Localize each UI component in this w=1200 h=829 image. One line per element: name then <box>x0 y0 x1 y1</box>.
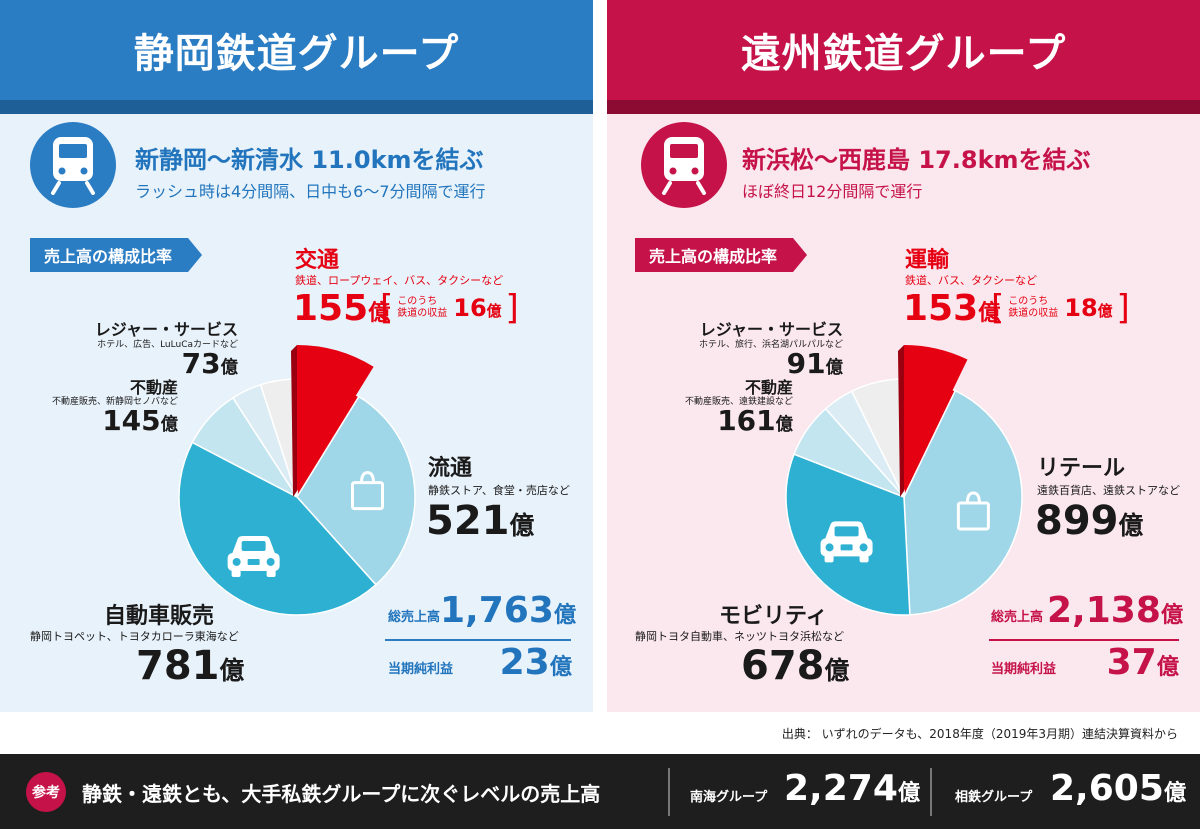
nankai-value: 2,274億 <box>784 768 921 809</box>
segment-name-retail: 流通 <box>428 456 473 481</box>
segment-detail-real-estate: 不動産販売、新静岡セノバなど <box>51 397 178 407</box>
segment-value-auto: 781億 <box>136 643 245 689</box>
totals-divider <box>385 639 571 641</box>
segment-name-auto: モビリティ <box>719 604 828 629</box>
pie-slice-transport-highlight <box>904 345 968 491</box>
bracket-close: ] <box>505 288 519 328</box>
segment-name-retail: リテール <box>1037 456 1126 481</box>
rail-revenue-label: このうち 鉄道の収益 <box>397 295 448 320</box>
group-title: 静岡鉄道グループ <box>0 0 593 100</box>
bracket-close: ] <box>1116 288 1130 328</box>
bracket-open: [ <box>991 288 1005 328</box>
segment-detail-auto: 静岡トヨタ自動車、ネッツトヨタ浜松など <box>635 630 844 643</box>
segment-value-leisure: 73億 <box>181 347 238 380</box>
rail-revenue-value: 18億 <box>1064 294 1113 322</box>
segment-value-transport: 155億 <box>293 288 391 329</box>
segment-detail-retail: 静鉄ストア、食堂・売店など <box>428 484 570 497</box>
ratio-tag: 売上高の構成比率 <box>635 238 807 272</box>
net-profit-value: 23億 <box>499 642 572 683</box>
net-profit-label: 当期純利益 <box>991 662 1057 677</box>
reference-badge: 参考 <box>26 772 66 812</box>
segment-name-transport: 運輸 <box>905 248 950 273</box>
total-sales-label: 総売上高 <box>991 610 1044 625</box>
segment-name-real-estate: 不動産 <box>744 378 793 397</box>
shopping-bag-icon <box>351 471 385 511</box>
segment-detail-leisure: ホテル、広告、LuLuCaカードなど <box>97 340 238 350</box>
segment-detail-leisure: ホテル、旅行、浜名湖パルパルなど <box>698 340 843 350</box>
pie-slice-transport-highlight <box>297 345 374 491</box>
segment-name-real-estate: 不動産 <box>129 378 178 397</box>
route-subtitle: ラッシュ時は4分間隔、日中も6〜7分間隔で運行 <box>135 182 486 201</box>
banner-band <box>0 100 593 114</box>
segment-value-retail: 521億 <box>426 498 535 544</box>
segment-name-leisure: レジャー・サービス <box>699 320 843 339</box>
bracket-open: [ <box>380 288 394 328</box>
segment-name-leisure: レジャー・サービス <box>94 320 238 339</box>
pie-slice-auto <box>178 441 377 616</box>
segment-value-real-estate: 145億 <box>102 404 178 437</box>
footer-divider <box>930 768 932 816</box>
pie-slice-transport-shadow <box>898 345 904 497</box>
pie-slice-retail <box>296 395 416 586</box>
total-sales-label: 総売上高 <box>388 610 441 625</box>
reference-footer: 参考 静鉄・遠鉄とも、大手私鉄グループに次ぐレベルの売上高 南海グループ 2,2… <box>0 754 1200 829</box>
net-profit-label: 当期純利益 <box>388 662 454 677</box>
segment-name-auto: 自動車販売 <box>104 604 215 629</box>
route-title: 新静岡〜新清水 11.0kmを結ぶ <box>135 146 484 174</box>
rail-revenue-callout: [ このうち 鉄道の収益 18億 ] <box>991 291 1130 325</box>
route-subtitle: ほぼ終日12分間隔で運行 <box>742 182 923 201</box>
pie-chart-shizutetsu <box>178 345 416 616</box>
segment-value-transport: 153億 <box>903 288 1001 329</box>
nankai-label: 南海グループ <box>690 790 768 805</box>
footer-message: 静鉄・遠鉄とも、大手私鉄グループに次ぐレベルの売上高 <box>82 782 601 806</box>
rail-revenue-label: このうち 鉄道の収益 <box>1008 295 1059 320</box>
segment-detail-auto: 静岡トヨペット、トヨタカローラ東海など <box>30 630 239 643</box>
pie-slice-transport-shadow <box>291 345 297 497</box>
car-icon <box>227 535 280 577</box>
net-profit-value: 37億 <box>1106 642 1179 683</box>
rail-revenue-value: 16億 <box>453 294 502 322</box>
segment-value-real-estate: 161億 <box>717 404 793 437</box>
total-sales-value: 2,138億 <box>1047 590 1184 631</box>
car-icon <box>820 521 873 563</box>
group-title: 遠州鉄道グループ <box>607 0 1200 100</box>
ratio-tag: 売上高の構成比率 <box>30 238 202 272</box>
banner-band <box>607 100 1200 114</box>
segment-detail-real-estate: 不動産販売、遠鉄建設など <box>684 397 793 407</box>
segment-detail-transport: 鉄道、ロープウェイ、バス、タクシーなど <box>295 274 504 287</box>
rail-revenue-callout: [ このうち 鉄道の収益 16億 ] <box>380 291 519 325</box>
sotetsu-value: 2,605億 <box>1050 768 1187 809</box>
entetsu-panel: 遠州鉄道グループ 新浜松〜西鹿島 17.8kmを結ぶ ほぼ終日12分間隔で運行 … <box>607 0 1200 712</box>
footer-divider <box>668 768 670 816</box>
source-note: 出典： いずれのデータも、2018年度（2019年3月期）連結決算資料から <box>781 727 1178 741</box>
segment-value-auto: 678億 <box>741 643 850 689</box>
segment-name-transport: 交通 <box>295 248 340 273</box>
sotetsu-label: 相鉄グループ <box>955 790 1033 805</box>
shizutetsu-panel: 静岡鉄道グループ 新静岡〜新清水 11.0kmを結ぶ ラッシュ時は4分間隔、日中… <box>0 0 593 712</box>
total-sales-value: 1,763億 <box>440 590 577 631</box>
totals-divider <box>989 639 1179 641</box>
train-icon <box>641 122 727 208</box>
pie-chart-entetsu <box>785 345 1023 616</box>
segment-value-leisure: 91億 <box>786 347 843 380</box>
route-title: 新浜松〜西鹿島 17.8kmを結ぶ <box>742 146 1091 174</box>
segment-value-retail: 899億 <box>1035 498 1144 544</box>
segment-detail-retail: 遠鉄百貨店、遠鉄ストアなど <box>1037 484 1180 497</box>
train-icon <box>30 122 116 208</box>
segment-detail-transport: 鉄道、バス、タクシーなど <box>905 274 1037 287</box>
shopping-bag-icon <box>956 491 990 531</box>
